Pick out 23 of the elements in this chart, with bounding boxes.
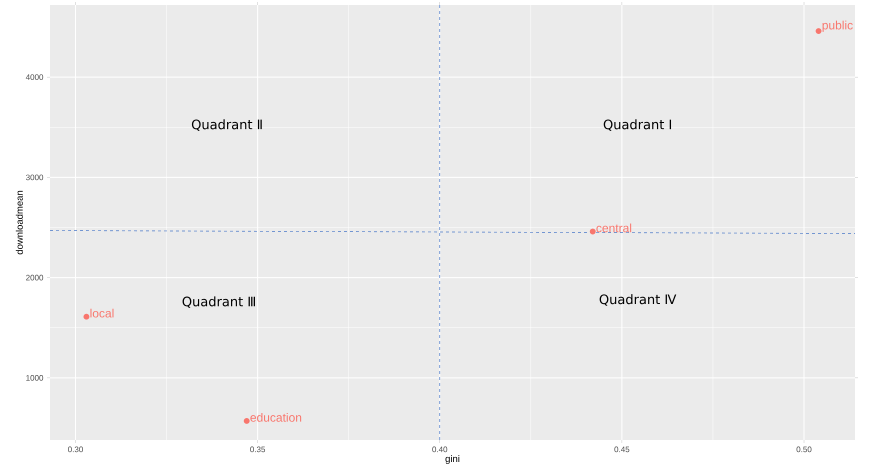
x-tick-label: 0.50	[796, 446, 812, 452]
point	[590, 228, 596, 234]
x-axis-title: gini	[446, 455, 460, 464]
point	[244, 418, 250, 424]
series-label: central	[596, 224, 632, 232]
x-tick-label: 0.40	[432, 446, 448, 452]
x-tick-label: 0.35	[250, 446, 266, 452]
x-tick-label: 0.45	[614, 446, 630, 452]
point	[83, 314, 90, 320]
annotation: Quadrant Ⅲ	[182, 296, 255, 308]
y-tick-label: 3000	[26, 174, 44, 180]
series-label: public	[822, 20, 853, 32]
annotation: Quadrant Ⅳ	[600, 294, 676, 306]
annotation: Quadrant Ⅰ	[604, 119, 672, 131]
x-tick-label: 0.30	[68, 446, 83, 452]
point	[816, 28, 822, 34]
series-label: local	[90, 308, 114, 318]
annotation: Quadrant Ⅱ	[192, 119, 262, 131]
y-tick-label: 4000	[26, 74, 44, 80]
y-axis-title: downloadmean	[16, 190, 23, 254]
y-tick-label: 1000	[26, 375, 44, 381]
y-tick-label: 2000	[26, 274, 44, 280]
series-label: education	[250, 412, 302, 422]
